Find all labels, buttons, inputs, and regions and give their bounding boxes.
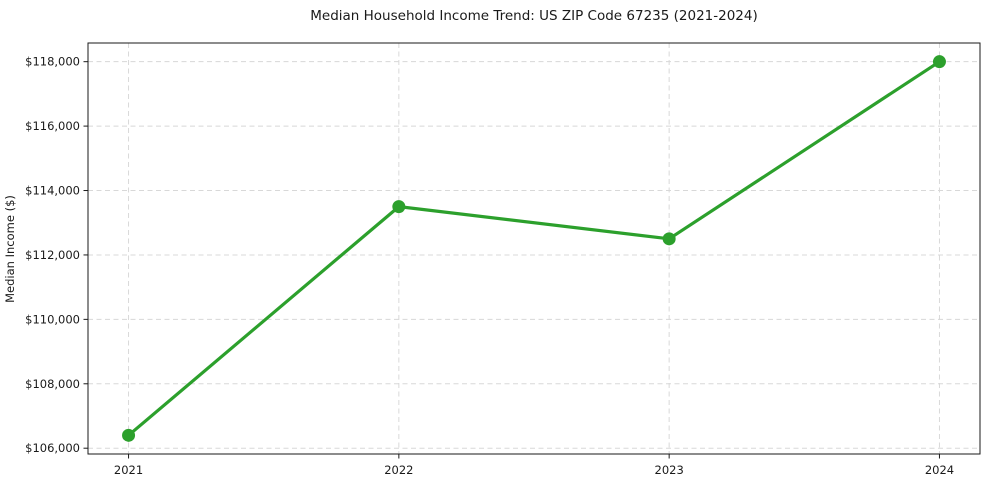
- x-tick-label: 2021: [114, 463, 143, 477]
- data-point-marker: [662, 232, 676, 246]
- plot-border: [87, 42, 981, 455]
- data-point-marker: [392, 200, 406, 214]
- axis-ticks: [83, 61, 940, 459]
- x-tick-labels: 2021 2022 2023 2024: [114, 463, 954, 477]
- x-tick-label: 2024: [925, 463, 954, 477]
- y-tick-label: $112,000: [25, 248, 80, 262]
- y-tick-label: $106,000: [25, 441, 80, 455]
- data-point-marker: [932, 55, 946, 69]
- y-tick-label: $114,000: [25, 184, 80, 198]
- y-tick-label: $116,000: [25, 119, 80, 133]
- series-line: [126, 60, 942, 437]
- y-tick-label: $118,000: [25, 55, 80, 69]
- chart-title: Median Household Income Trend: US ZIP Co…: [310, 8, 758, 24]
- x-tick-label: 2022: [384, 463, 413, 477]
- y-axis-label: Median Income ($): [3, 195, 17, 303]
- y-tick-label: $110,000: [25, 312, 80, 326]
- y-tick-labels: $106,000 $108,000 $110,000 $112,000 $114,000…: [25, 55, 80, 456]
- y-tick-label: $108,000: [25, 377, 80, 391]
- x-tick-label: 2023: [655, 463, 684, 477]
- data-point-marker: [122, 428, 136, 442]
- gridlines: [88, 43, 980, 454]
